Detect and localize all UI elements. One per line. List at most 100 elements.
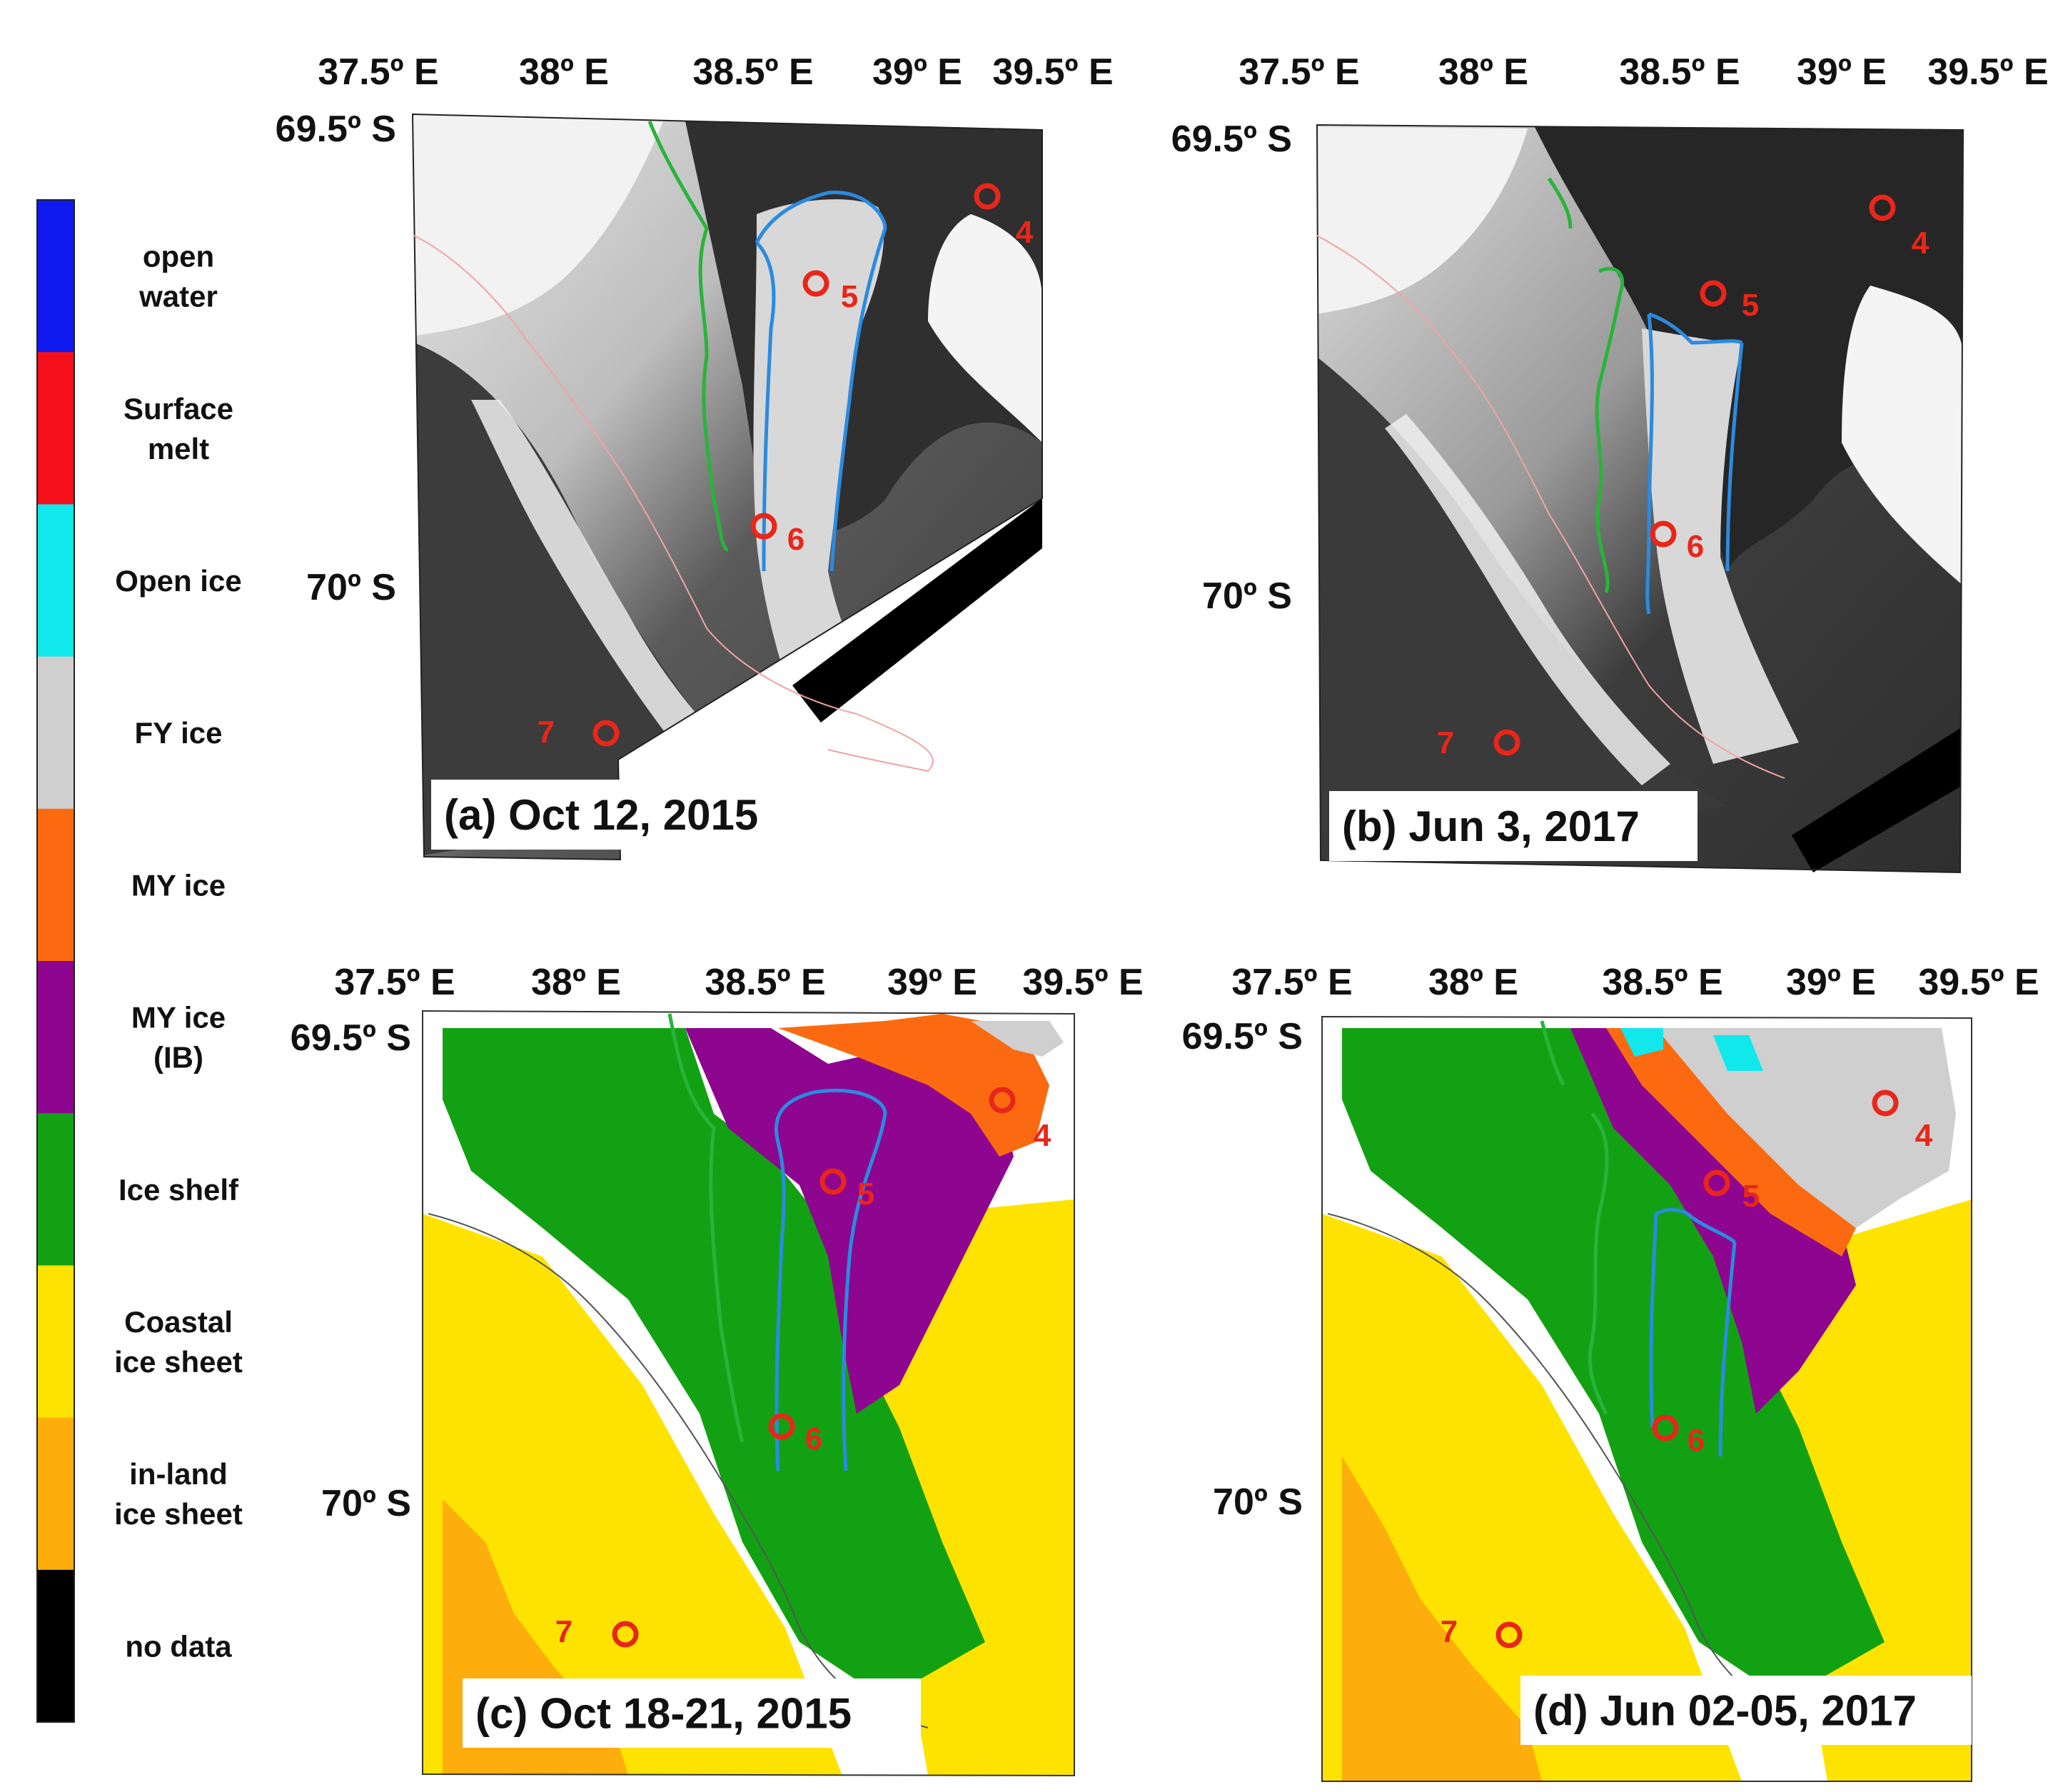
- site-marker-5: [819, 1168, 847, 1195]
- panel-axis-labels: 37.5º E 38º E 38.5º E 39º E 39.5º E 69.5º S 70…: [276, 51, 2049, 1748]
- longitude-label: 39.5º E: [1918, 962, 2039, 1003]
- site-label: 5: [1742, 1179, 1760, 1214]
- blue-line: [1645, 312, 1744, 615]
- site-label: 4: [1034, 1118, 1051, 1153]
- coastline: [428, 1213, 929, 1728]
- site-label: 6: [1688, 1423, 1705, 1458]
- class-ice-shelf: [1342, 1028, 1885, 1699]
- coastline: [1327, 1213, 1828, 1728]
- longitude-label: 39.5º E: [992, 51, 1113, 93]
- legend-swatch: [37, 200, 74, 353]
- site-marker-6: [1652, 1414, 1679, 1441]
- blue-line: [1649, 1208, 1737, 1457]
- site-marker-4: [989, 1087, 1016, 1114]
- panel-d: 4 5 6 7: [1321, 1015, 1972, 1782]
- panel-frame: [411, 113, 1043, 861]
- site-marker-5: [1703, 1169, 1730, 1197]
- longitude-label: 38.5º E: [705, 962, 825, 1003]
- site-label: 5: [857, 1177, 874, 1212]
- coastline: [1316, 235, 1785, 779]
- panel-b: 4 5 6 7: [1316, 124, 1964, 874]
- green-line: [667, 1013, 745, 1443]
- class-my-ice-ib: [1570, 1028, 1856, 1414]
- panel-frame: [1316, 124, 1964, 874]
- latitude-label: 69.5º S: [1182, 1016, 1303, 1057]
- legend-label: water: [138, 280, 218, 313]
- longitude-label: 37.5º E: [318, 51, 438, 93]
- site-marker-6: [768, 1413, 795, 1440]
- panel-caption: (a) Oct 12, 2015: [444, 791, 758, 839]
- coastline: [413, 235, 934, 772]
- legend-label: no data: [125, 1629, 232, 1663]
- green-line: [1547, 177, 1625, 593]
- longitude-label: 38º E: [519, 51, 609, 93]
- sar-glacier: [1642, 328, 1799, 764]
- legend-swatch: [37, 1569, 74, 1723]
- class-inland-ice-sheet: [1342, 1456, 1542, 1781]
- class-open-ice: [1620, 1028, 1663, 1057]
- longitude-label: 37.5º E: [1239, 51, 1359, 93]
- site-marker-4: [1869, 194, 1896, 221]
- panel-a: 4 5 6 7: [411, 113, 1043, 861]
- caption-box: [1520, 1676, 1972, 1745]
- legend-swatch: [37, 504, 74, 658]
- green-line: [1540, 1020, 1609, 1415]
- longitude-label: 37.5º E: [1231, 962, 1352, 1003]
- latitude-label: 70º S: [1202, 575, 1292, 617]
- site-label: 4: [1915, 1118, 1933, 1153]
- longitude-label: 38.5º E: [1602, 962, 1722, 1003]
- site-label: 7: [555, 1614, 572, 1649]
- longitude-label: 39º E: [1797, 51, 1887, 93]
- site-marker-6: [1650, 520, 1677, 548]
- legend-label: ice sheet: [114, 1345, 243, 1379]
- legend: open water Surface melt Open ice FY ice MY ice…: [36, 199, 243, 1723]
- longitude-label: 39º E: [1786, 962, 1876, 1003]
- legend-label: in-land: [129, 1457, 228, 1491]
- panel-caption: (b) Jun 3, 2017: [1342, 802, 1640, 850]
- panel-caption: (d) Jun 02-05, 2017: [1533, 1687, 1917, 1735]
- legend-swatch: [37, 1417, 74, 1571]
- panel-frame: [422, 1010, 1075, 1777]
- sar-ice-upper-left: [1317, 127, 1528, 314]
- site-label: 5: [841, 279, 858, 314]
- legend-swatch: [37, 961, 74, 1114]
- legend-swatch: [37, 808, 74, 962]
- class-open-ice: [1713, 1035, 1763, 1071]
- blue-line: [755, 191, 887, 572]
- site-marker-4: [974, 183, 1001, 210]
- class-fy-ice: [1656, 1028, 1956, 1228]
- class-ice-shelf: [443, 1028, 985, 1699]
- latitude-label: 70º S: [1213, 1481, 1303, 1523]
- legend-label: open: [143, 240, 214, 273]
- site-label: 4: [1016, 215, 1034, 250]
- latitude-label: 70º S: [306, 567, 396, 608]
- legend-label: MY ice: [131, 868, 226, 902]
- legend-swatch: [37, 352, 74, 505]
- green-line: [647, 121, 729, 552]
- site-label: 4: [1912, 226, 1930, 261]
- longitude-label: 38º E: [1438, 51, 1528, 93]
- legend-label: Open ice: [115, 564, 241, 598]
- longitude-label: 39º E: [887, 962, 977, 1003]
- site-label: 6: [787, 522, 804, 557]
- longitude-label: 39º E: [872, 51, 962, 93]
- longitude-label: 37.5º E: [334, 962, 455, 1003]
- site-label: 7: [538, 715, 555, 750]
- panel-c: 4 5 6 7: [422, 1010, 1075, 1777]
- site-marker-5: [802, 270, 829, 297]
- sar-ice-right: [1842, 286, 1963, 585]
- legend-label: Ice shelf: [118, 1173, 239, 1207]
- site-marker-7: [612, 1621, 639, 1648]
- no-data-strip: [792, 498, 1042, 723]
- sar-glacier: [753, 199, 899, 757]
- legend-label: (IB): [153, 1041, 203, 1074]
- no-data-strip: [1792, 728, 1960, 872]
- longitude-label: 38.5º E: [1619, 51, 1740, 93]
- site-label: 6: [805, 1421, 822, 1456]
- site-marker-4: [1872, 1089, 1899, 1117]
- longitude-label: 38.5º E: [692, 51, 813, 93]
- legend-labels: open water Surface melt Open ice FY ice MY ice…: [114, 240, 243, 1663]
- legend-swatch: [37, 1265, 74, 1419]
- latitude-label: 69.5º S: [291, 1017, 411, 1059]
- legend-swatch: [37, 1113, 74, 1266]
